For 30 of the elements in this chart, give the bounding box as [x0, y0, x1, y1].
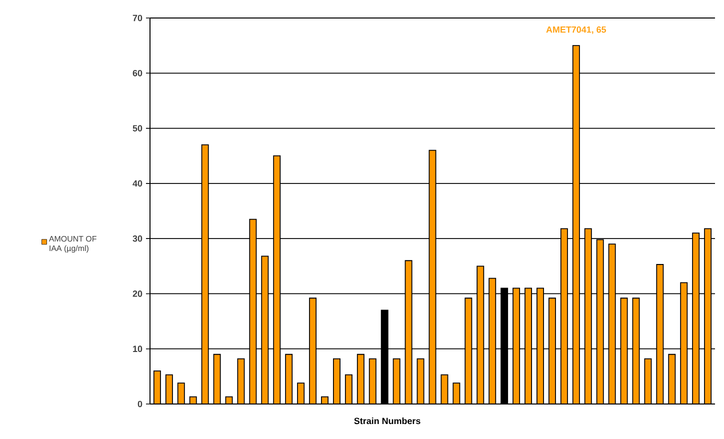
- y-tick-label: 0: [138, 400, 142, 408]
- bar: [416, 358, 424, 404]
- bar: [668, 354, 676, 404]
- bar: [297, 382, 305, 404]
- bar: [225, 396, 233, 404]
- bar: [237, 358, 245, 404]
- bar: [321, 396, 329, 404]
- bar: [440, 374, 448, 404]
- bar: [333, 358, 340, 404]
- bar: [189, 396, 197, 404]
- bar: [392, 358, 400, 404]
- bar: [644, 358, 652, 404]
- bar: [153, 370, 161, 404]
- annotation: AMET7041, 65: [546, 26, 606, 34]
- bar: [368, 358, 376, 404]
- bar: [452, 382, 460, 404]
- bar: [213, 354, 221, 404]
- bar: [177, 382, 185, 404]
- x-axis-title: Strain Numbers: [354, 418, 420, 424]
- bar: [165, 374, 173, 404]
- y-tick-label: 30: [132, 235, 142, 242]
- y-tick-label: 20: [132, 290, 142, 297]
- y-tick-label: 70: [132, 14, 142, 22]
- bar: [285, 354, 293, 404]
- y-tick-label: 60: [132, 70, 142, 76]
- y-tick-label: 40: [132, 180, 142, 187]
- bar: [356, 354, 364, 404]
- bar: [344, 374, 352, 404]
- y-tick-label: 10: [133, 346, 142, 352]
- y-tick-label: 50: [132, 125, 142, 132]
